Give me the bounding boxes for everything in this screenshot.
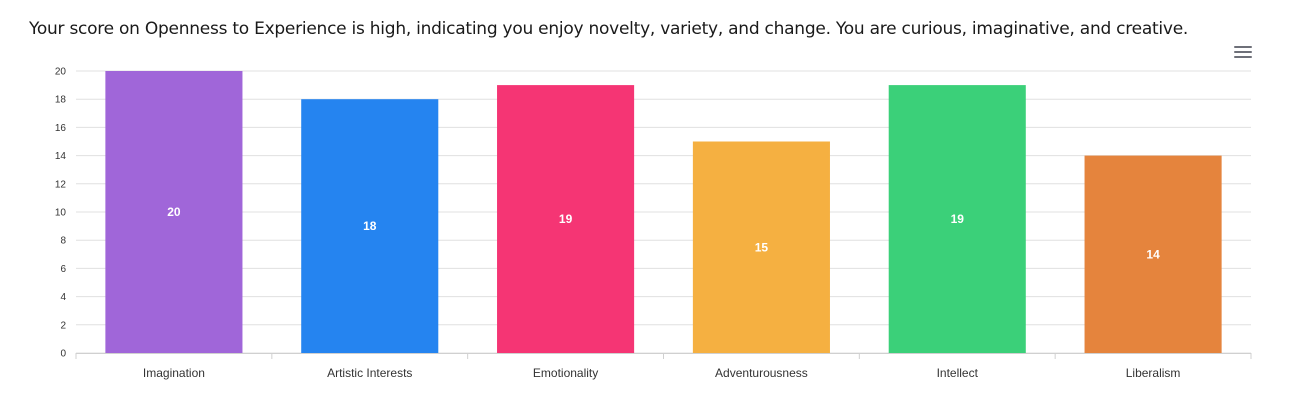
menu-line-icon — [1234, 56, 1252, 58]
x-category-label: Artistic Interests — [327, 366, 412, 380]
bar-value-label: 20 — [167, 205, 181, 219]
x-category-label: Emotionality — [533, 366, 598, 380]
bar[interactable] — [105, 71, 243, 353]
y-tick-label: 16 — [55, 123, 67, 134]
bar-value-label: 14 — [1146, 247, 1160, 261]
bar[interactable] — [301, 99, 439, 353]
bar[interactable] — [888, 85, 1026, 353]
x-category-label: Adventurousness — [715, 366, 808, 380]
y-tick-label: 4 — [60, 292, 66, 303]
x-category-label: Intellect — [937, 366, 979, 380]
bar[interactable] — [692, 141, 830, 354]
y-tick-label: 14 — [55, 151, 67, 162]
bar-value-label: 19 — [559, 212, 573, 226]
bar-value-label: 19 — [951, 212, 965, 226]
x-category-label: Liberalism — [1126, 366, 1181, 380]
y-axis: 0 2 4 6 8 10 12 14 16 18 20 — [55, 67, 67, 360]
y-tick-label: 8 — [60, 236, 66, 247]
grid-lines — [76, 70, 1251, 354]
y-tick-label: 18 — [55, 95, 67, 106]
y-tick-label: 20 — [55, 67, 67, 78]
bar[interactable] — [1084, 155, 1222, 353]
chart-description: Your score on Openness to Experience is … — [29, 19, 1189, 39]
hamburger-menu-icon[interactable] — [1234, 46, 1252, 60]
y-tick-label: 12 — [55, 179, 67, 190]
menu-line-icon — [1234, 46, 1252, 48]
bar[interactable] — [497, 85, 635, 353]
y-tick-label: 2 — [60, 320, 66, 331]
y-tick-label: 0 — [60, 349, 66, 360]
bars: 20 18 19 15 19 14 — [105, 71, 1222, 354]
x-axis: Imagination Artistic Interests Emotionalit… — [75, 353, 1252, 380]
y-tick-label: 10 — [55, 208, 67, 219]
bar-value-label: 15 — [755, 240, 769, 254]
x-category-label: Imagination — [143, 366, 205, 380]
menu-line-icon — [1234, 51, 1252, 53]
y-tick-label: 6 — [60, 264, 66, 275]
bar-value-label: 18 — [363, 219, 377, 233]
